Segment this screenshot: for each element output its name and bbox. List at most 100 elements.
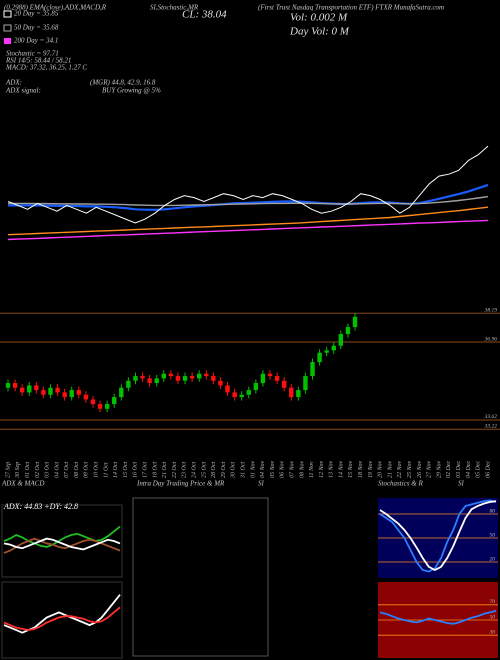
adx-label: ADX: (5, 79, 22, 87)
candle-body (197, 373, 202, 379)
candle-body (253, 383, 259, 391)
panel-frame (1, 581, 123, 659)
x-tick-label: 30 Sep (15, 462, 21, 479)
day-volume: Day Vol: 0 M (289, 26, 350, 38)
y-tick-label: 50 (490, 614, 496, 620)
indicator-line (3, 537, 121, 554)
candle-body (97, 404, 103, 409)
panel-title-end: SI (458, 480, 465, 488)
indicator-line (3, 537, 121, 551)
x-tick-label: 18 Nov (358, 460, 364, 478)
x-tick-label: 07 Oct (64, 462, 70, 478)
y-tick-label: 80 (490, 508, 496, 514)
x-tick-label: 15 Oct (123, 462, 129, 478)
candle-body (133, 376, 138, 381)
candle-body (303, 376, 308, 391)
x-tick-label: 04 Dec (465, 461, 472, 478)
candle-body (76, 390, 82, 395)
candle-body (161, 373, 166, 379)
x-tick-label: 25 Oct (201, 462, 207, 478)
candle-body (27, 385, 32, 393)
y-tick-label: 33.62 (484, 414, 498, 420)
x-tick-label: 09 Oct (84, 462, 90, 478)
candle-body (175, 376, 181, 381)
x-tick-label: 21 Nov (387, 460, 393, 478)
x-tick-label: 22 Oct (172, 462, 178, 478)
candle-body (154, 378, 159, 384)
x-tick-label: 05 Nov (270, 460, 276, 478)
candle-body (112, 397, 117, 405)
x-tick-label: 02 Oct (35, 462, 41, 478)
x-tick-label: 15 Nov (348, 460, 354, 478)
candle-body (182, 376, 188, 381)
candle-body (338, 334, 344, 346)
plot-layer (0, 145, 500, 659)
x-tick-label: 23 Oct (182, 462, 188, 478)
x-tick-label: 06 Dec (485, 461, 491, 478)
x-tick-label: 08 Oct (74, 462, 80, 478)
panel-frame (1, 504, 123, 578)
swatch (3, 10, 12, 18)
candle-body (104, 404, 110, 409)
x-tick-label: 18 Oct (152, 462, 158, 478)
candle-body (189, 376, 195, 379)
candle-body (55, 387, 60, 393)
indicator-line (3, 525, 121, 548)
y-tick-label: 70 (490, 599, 496, 605)
swatch (4, 38, 11, 44)
y-tick-label: 38.19 (484, 308, 498, 314)
candle-body (289, 387, 294, 398)
candle-body (69, 390, 74, 398)
x-tick-label: 03 Dec (456, 461, 462, 478)
header-right: (First Trust Nasdaq Transportation ETF) … (258, 4, 444, 12)
x-tick-label: 20 Nov (378, 460, 384, 478)
x-tick-label: 19 Nov (368, 460, 374, 478)
x-tick-label: 08 Nov (299, 460, 305, 478)
candle-body (41, 390, 46, 395)
candle-body (281, 380, 287, 388)
stat: 50 Day = 35.68 (14, 24, 59, 32)
candle-body (168, 373, 174, 377)
candle-body (211, 376, 216, 381)
candle-body (90, 399, 96, 405)
candle-body (260, 373, 266, 384)
candle-body (204, 373, 209, 377)
y-tick-label: 36.96 (484, 336, 498, 342)
candle-body (239, 394, 244, 398)
y-tick-label: 50 (490, 532, 496, 538)
x-tick-label: 06 Nov (280, 460, 286, 478)
candle-body (12, 383, 18, 388)
candle-body (246, 390, 251, 395)
x-tick-label: 11 Nov (309, 461, 315, 478)
candle-body (140, 376, 145, 379)
panel-label: ADX: 44.83 +DY: 42.8 (3, 502, 78, 511)
moving-average-line (7, 219, 489, 241)
x-tick-label: 11 Oct (103, 462, 109, 478)
stat: 200 Day = 34.1 (14, 37, 58, 45)
x-tick-label: 16 Oct (133, 462, 139, 478)
x-tick-label: 14 Nov (337, 460, 344, 478)
candle-body (331, 345, 336, 351)
stat: Stochastic = 97.71 (6, 50, 59, 58)
candle-body (48, 387, 53, 395)
panel-title: Intra Day Trading Price & MR (136, 480, 225, 488)
x-tick-label: 26 Nov (417, 460, 423, 478)
x-tick-label: 10 Oct (94, 462, 100, 478)
x-tick-label: 13 Nov (329, 460, 335, 478)
candle-body (5, 383, 11, 388)
indicator-line (379, 499, 497, 573)
x-tick-label: 29 Nov (436, 460, 442, 478)
header-left: (0.2988) EMA(close),ADX,MACD,R (4, 4, 107, 12)
candle-body (218, 380, 223, 386)
candle-body (232, 392, 237, 398)
adx-signal: BUY Growing @ 5% (102, 87, 161, 95)
candle-body (317, 352, 322, 363)
x-tick-label: 27 Nov (427, 460, 433, 478)
indicator-line (379, 500, 497, 572)
candle-body (296, 390, 301, 398)
close-line (7, 145, 489, 224)
stat: 20 Day = 35.85 (14, 10, 59, 18)
stat: MACD: 37.32, 36.25, 1.27 C (5, 64, 87, 72)
y-tick-label: 33.22 (484, 424, 498, 430)
